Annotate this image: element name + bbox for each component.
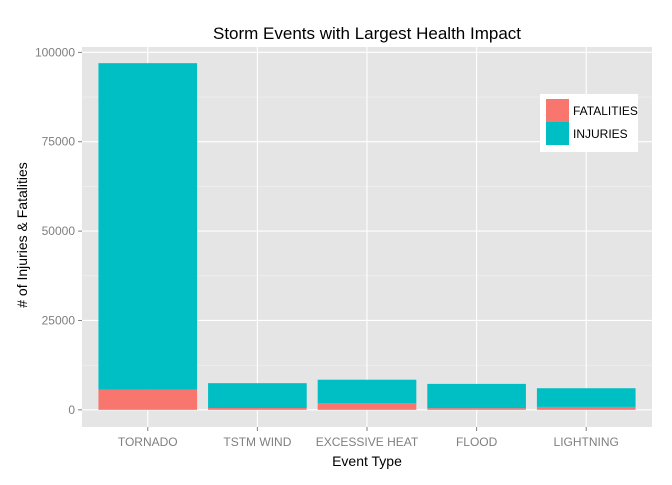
y-tick-label: 100000 [35,45,75,59]
y-axis-title: # of Injuries & Fatalities [14,162,30,308]
bar-fatalities [317,403,417,410]
y-tick-label: 25000 [42,313,76,327]
legend-label: INJURIES [573,127,628,141]
chart-title: Storm Events with Largest Health Impact [213,24,521,43]
legend-label: FATALITIES [573,104,638,118]
bar-fatalities [427,408,526,410]
bar-fatalities [208,408,307,410]
legend-key-fatalities [546,99,569,122]
bar-injuries [317,379,417,404]
y-tick-label: 0 [68,403,75,417]
x-tick-label: LIGHTNING [554,435,619,449]
x-axis-title: Event Type [332,453,402,469]
x-tick-label: TORNADO [118,435,178,449]
legend-key-injuries [546,122,569,145]
x-tick-label: FLOOD [456,435,498,449]
bar-injuries [208,383,307,409]
bar-fatalities [98,389,198,410]
bar-fatalities [536,406,636,410]
x-tick-label: TSTM WIND [223,435,291,449]
bar-injuries [427,383,526,409]
bar-injuries [536,388,636,407]
bar-injuries [98,63,198,390]
x-tick-label: EXCESSIVE HEAT [316,435,419,449]
y-tick-label: 50000 [42,224,76,238]
y-tick-label: 75000 [42,135,76,149]
